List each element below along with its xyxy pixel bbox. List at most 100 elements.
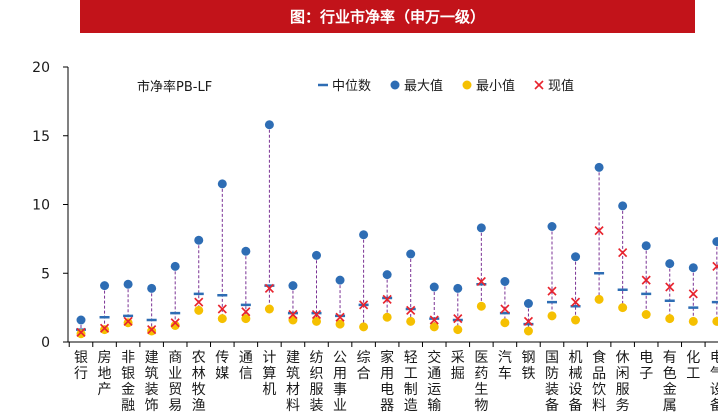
- x-tick-label: 轻工制造: [404, 350, 418, 414]
- min-point: [359, 322, 369, 332]
- legend-label: 中位数: [332, 79, 371, 94]
- legend-max-symbol: [390, 80, 400, 90]
- x-tick-label: 采掘: [451, 350, 465, 382]
- min-point: [641, 310, 651, 319]
- current-marker-stroke: [500, 304, 510, 314]
- min-point: [312, 316, 321, 326]
- current-marker: [217, 304, 227, 314]
- x-tick-label: 电气设备: [710, 350, 718, 414]
- x-tick-label: 食品饮料: [592, 349, 606, 414]
- max-point: [571, 252, 581, 262]
- max-point: [147, 283, 157, 293]
- legend-label: 现值: [548, 78, 574, 94]
- max-point: [523, 299, 533, 308]
- max-point: [641, 241, 651, 251]
- max-point: [382, 270, 392, 280]
- y-tick-label: 15: [32, 129, 50, 145]
- max-point: [217, 179, 227, 189]
- current-marker-stroke: [147, 325, 157, 335]
- min-point: [594, 294, 604, 304]
- current-marker: [500, 304, 510, 314]
- current-marker-stroke: [123, 316, 133, 326]
- current-marker: [76, 327, 86, 337]
- x-tick-label: 医药生物: [474, 350, 488, 414]
- current-marker: [570, 297, 581, 307]
- current-marker: [688, 289, 698, 299]
- current-marker-stroke: [523, 316, 534, 326]
- chart-title: 图：行业市净率（申万一级）: [80, 0, 695, 33]
- current-marker-stroke: [665, 282, 675, 292]
- max-point: [312, 250, 321, 260]
- max-point: [688, 263, 698, 273]
- max-point: [594, 162, 604, 172]
- x-tick-label: 银行: [74, 350, 88, 382]
- min-point: [264, 304, 274, 314]
- min-point: [712, 316, 718, 326]
- max-point: [453, 283, 463, 293]
- min-point: [688, 316, 698, 326]
- min-point: [665, 314, 675, 324]
- min-point: [382, 312, 392, 322]
- x-tick-label: 公用事业: [333, 350, 347, 414]
- current-marker: [147, 325, 157, 335]
- min-point: [547, 311, 557, 321]
- current-marker-stroke: [688, 289, 698, 299]
- x-tick-label: 国防装备: [545, 350, 559, 414]
- y-tick-label: 0: [41, 335, 50, 351]
- current-marker: [594, 226, 604, 236]
- min-point: [618, 303, 628, 313]
- max-point: [665, 259, 675, 269]
- y-axis-ticks: 0 5 10 15 20: [32, 60, 68, 351]
- current-marker: [123, 316, 133, 326]
- current-marker: [311, 309, 322, 320]
- max-point: [123, 279, 133, 289]
- x-tick-label: 建筑材料: [286, 350, 300, 414]
- min-point: [123, 318, 133, 328]
- max-point: [406, 249, 416, 259]
- current-marker-stroke: [570, 297, 581, 307]
- max-point: [500, 277, 510, 286]
- legend-min-symbol: [462, 80, 472, 90]
- max-point: [76, 315, 86, 325]
- x-tick-label: 休闲服务: [616, 350, 630, 414]
- max-point: [429, 282, 439, 292]
- current-marker: [99, 323, 110, 333]
- x-tick-label: 建筑装饰: [145, 350, 159, 414]
- current-marker-stroke: [311, 309, 322, 320]
- min-point: [406, 316, 416, 326]
- current-marker-stroke: [547, 286, 557, 296]
- current-marker: [288, 309, 298, 320]
- current-marker-stroke: [99, 323, 110, 333]
- current-marker-stroke: [76, 327, 86, 337]
- current-marker: [665, 282, 675, 292]
- y-tick-label: 20: [32, 60, 50, 76]
- current-marker-stroke: [335, 312, 345, 322]
- current-marker-stroke: [618, 248, 628, 258]
- x-tick-label: 有色金属: [663, 350, 677, 414]
- current-marker-stroke: [641, 275, 651, 285]
- x-tick-label: 家用电器: [380, 349, 394, 414]
- current-marker: [359, 300, 369, 310]
- max-point: [194, 235, 204, 245]
- legend-current-stroke: [534, 80, 544, 90]
- current-marker-stroke: [406, 305, 416, 315]
- min-point: [170, 321, 180, 330]
- current-marker: [406, 305, 416, 315]
- min-point: [500, 318, 510, 328]
- range-lines: [80, 124, 718, 334]
- min-point: [453, 325, 463, 335]
- current-marker-stroke: [288, 309, 298, 320]
- data-marks: [76, 120, 718, 339]
- legend-label: 最小值: [476, 78, 515, 94]
- min-point: [100, 325, 110, 335]
- min-point: [571, 315, 581, 325]
- x-tick-label: 计算机: [262, 350, 276, 398]
- min-point: [523, 326, 533, 336]
- current-marker: [429, 315, 439, 325]
- max-point: [288, 281, 298, 291]
- current-marker-stroke: [476, 276, 486, 287]
- x-tick-label: 通信: [239, 350, 253, 382]
- current-marker-stroke: [594, 226, 604, 236]
- x-tick-label: 传媒: [215, 350, 229, 382]
- max-point: [335, 275, 345, 285]
